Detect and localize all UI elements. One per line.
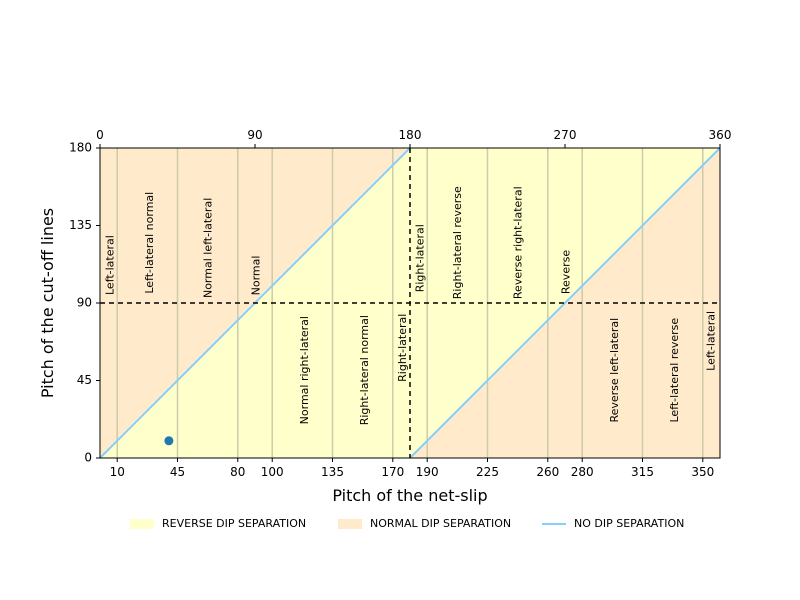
x-tick-label-260: 260 [536,465,559,479]
region-labels: Left-lateral Left-lateral normal Normal le… [103,186,717,425]
region-label-3: Normal [250,256,263,296]
data-points [164,436,174,446]
y-axis-ticks: 0 45 90 135 180 [69,141,100,465]
top-axis-ticks: 0 90 180 270 360 [96,128,731,148]
x-tick-label-170: 170 [381,465,404,479]
x-tick-label-100: 100 [261,465,284,479]
region-label-13: Left-lateral [704,311,717,371]
top-tick-label-180: 180 [399,128,422,142]
legend-swatch-1 [338,519,362,529]
data-point [164,436,174,446]
y-tick-label-0: 0 [84,451,92,465]
dashed-reference-lines [100,148,720,458]
x-tick-label-135: 135 [321,465,344,479]
legend-label-1: NORMAL DIP SEPARATION [370,517,511,530]
x-tick-label-80: 80 [230,465,245,479]
x-axis-title: Pitch of the net-slip [332,486,487,505]
legend-label-2: NO DIP SEPARATION [574,517,684,530]
region-label-9: Reverse right-lateral [512,186,525,299]
y-tick-label-180: 180 [69,141,92,155]
region-label-5: Right-lateral normal [358,315,371,425]
region-label-6: Right-lateral [396,314,409,382]
legend-label-0: REVERSE DIP SEPARATION [162,517,306,530]
region-label-4: Normal right-lateral [298,316,311,424]
top-tick-label-0: 0 [96,128,104,142]
top-tick-label-90: 90 [247,128,262,142]
region-label-7: Right-lateral [413,224,426,292]
x-tick-label-225: 225 [476,465,499,479]
y-tick-label-45: 45 [77,373,92,387]
x-tick-label-350: 350 [691,465,714,479]
no-dip-line-1 [409,147,721,459]
x-tick-label-45: 45 [170,465,185,479]
top-tick-label-360: 360 [709,128,732,142]
x-tick-label-190: 190 [416,465,439,479]
legend: REVERSE DIP SEPARATION NORMAL DIP SEPARAT… [130,517,684,530]
x-tick-label-315: 315 [631,465,654,479]
x-tick-label-10: 10 [110,465,125,479]
region-label-1: Left-lateral normal [143,192,156,294]
x-tick-label-280: 280 [571,465,594,479]
y-axis-title: Pitch of the cut-off lines [38,208,57,398]
legend-swatch-0 [130,519,154,529]
region-label-8: Right-lateral reverse [451,186,464,299]
region-label-12: Left-lateral reverse [668,318,681,423]
x-axis-ticks: 10 45 80 100 135 170 190 225 260 280 315 350 [110,458,714,479]
y-tick-label-135: 135 [69,218,92,232]
region-label-2: Normal left-lateral [202,198,215,298]
y-tick-label-90: 90 [77,296,92,310]
region-label-0: Left-lateral [103,235,116,295]
region-label-10: Reverse [560,250,573,294]
region-label-11: Reverse left-lateral [608,318,621,423]
top-tick-label-270: 270 [554,128,577,142]
